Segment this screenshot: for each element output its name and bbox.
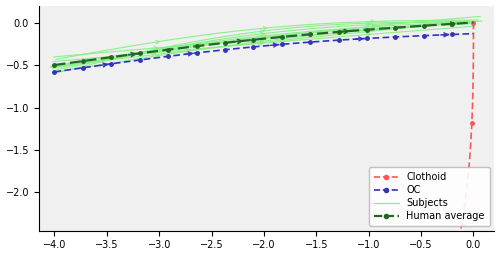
Legend: Clothoid, OC, Subjects, Human average: Clothoid, OC, Subjects, Human average — [370, 167, 490, 226]
